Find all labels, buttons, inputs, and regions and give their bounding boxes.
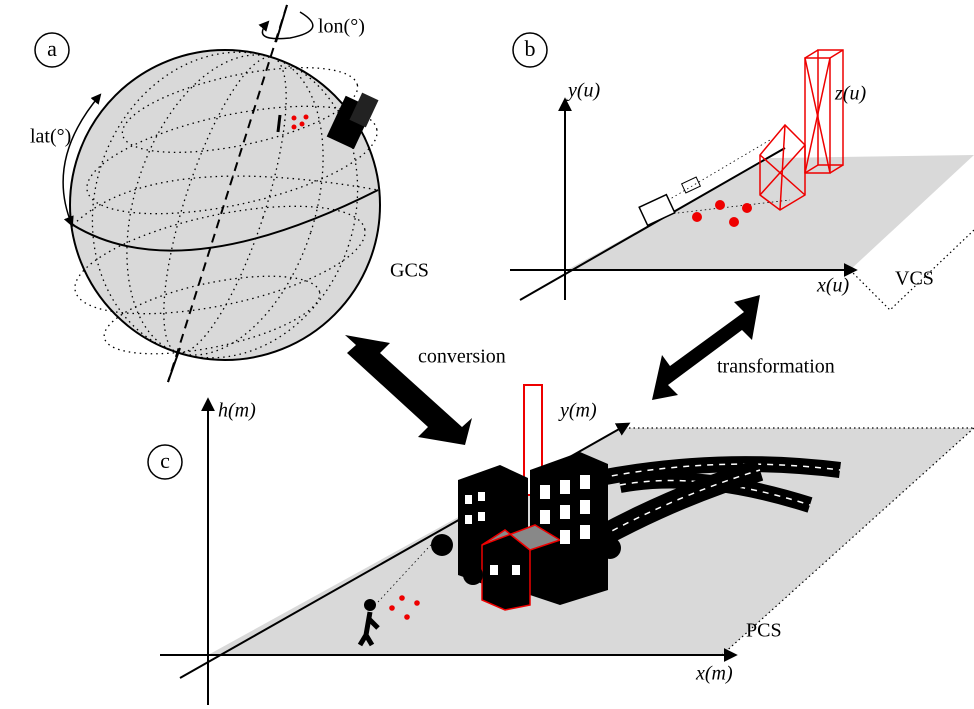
transformation-arrow	[652, 295, 760, 400]
polar-axis-top	[276, 5, 287, 42]
system-label: PCS	[746, 620, 782, 642]
system-label: GCS	[390, 260, 429, 282]
panel-a: a lon(°) lat(°) GCS	[30, 5, 429, 393]
axis-label: lon(°)	[318, 16, 365, 38]
panel-label: a	[47, 36, 57, 61]
camera-frame	[682, 177, 701, 193]
axis-label: y(m)	[558, 400, 597, 422]
axis-label: lat(°)	[30, 126, 71, 148]
axis-label: z(u)	[834, 83, 866, 105]
axis-label: x(u)	[816, 275, 850, 297]
axis-label: y(u)	[566, 80, 601, 102]
arrow-label: transformation	[717, 356, 835, 378]
panel-label: c	[160, 448, 170, 473]
plane	[567, 155, 974, 270]
arrow-label: conversion	[418, 346, 506, 368]
panel-label: b	[525, 36, 536, 61]
axis-label: x(m)	[695, 663, 733, 685]
panel-b: b y(u) z(u) x(u) VCS	[510, 33, 974, 310]
panel-c: c h(m) y(m) x(m) PCS	[148, 385, 974, 705]
globe	[70, 50, 380, 360]
diagram: a lon(°) lat(°) GCS b y(u) z(u) x(u) VC	[0, 0, 974, 709]
lon-arrow	[262, 12, 312, 39]
system-label: VCS	[895, 268, 934, 290]
axis-label: h(m)	[218, 400, 256, 422]
